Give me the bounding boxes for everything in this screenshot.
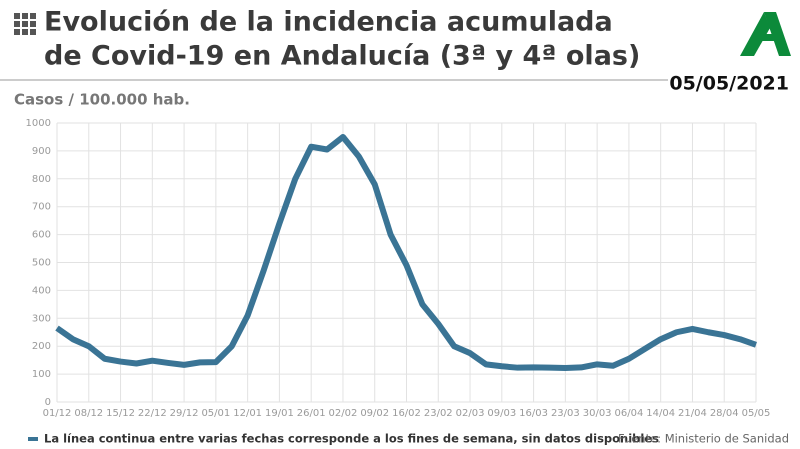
x-tick-label: 22/12 — [138, 408, 167, 419]
date: 05/05/2021 — [669, 73, 789, 95]
note: La línea continua entre varias fechas co… — [44, 432, 659, 446]
x-tick-label: 16/03 — [519, 408, 548, 419]
y-tick-label: 200 — [32, 341, 51, 352]
x-tick-label: 29/12 — [170, 408, 199, 419]
x-tick-label: 02/03 — [456, 408, 485, 419]
y-tick-label: 300 — [32, 313, 51, 324]
x-tick-label: 30/03 — [583, 408, 612, 419]
x-tick-label: 12/01 — [233, 408, 262, 419]
chart-title: Evolución de la incidencia acumulada — [44, 7, 613, 38]
x-tick-label: 28/04 — [710, 408, 739, 419]
x-tick-label: 16/02 — [392, 408, 421, 419]
x-tick-label: 19/01 — [265, 408, 294, 419]
x-tick-label: 09/03 — [487, 408, 516, 419]
y-tick-label: 600 — [32, 230, 51, 241]
y-tick-label: 800 — [32, 174, 51, 185]
y-tick-label: 700 — [32, 202, 51, 213]
x-tick-label: 08/12 — [74, 408, 103, 419]
x-tick-label: 06/04 — [614, 408, 643, 419]
y-tick-label: 0 — [45, 397, 51, 408]
x-tick-label: 14/04 — [646, 408, 675, 419]
x-tick-label: 01/12 — [43, 408, 72, 419]
y-tick-label: 500 — [32, 258, 51, 269]
logo — [740, 12, 791, 56]
chart-title: de Covid-19 en Andalucía (3ª y 4ª olas) — [44, 41, 640, 72]
x-tick-label: 15/12 — [106, 408, 135, 419]
x-tick-label: 23/02 — [424, 408, 453, 419]
x-tick-label: 02/02 — [329, 408, 358, 419]
series-line — [55, 133, 757, 371]
source: Fuente: Ministerio de Sanidad — [618, 432, 789, 446]
x-tick-label: 26/01 — [297, 408, 326, 419]
y-tick-label: 100 — [32, 369, 51, 380]
x-tick-label: 23/03 — [551, 408, 580, 419]
x-tick-label: 05/01 — [201, 408, 230, 419]
y-tick-label: 1000 — [26, 118, 51, 129]
x-tick-label: 21/04 — [678, 408, 707, 419]
y-axis-label: Casos / 100.000 hab. — [14, 91, 190, 109]
x-tick-label: 05/05 — [742, 408, 771, 419]
y-tick-label: 400 — [32, 285, 51, 296]
x-tick-label: 09/02 — [360, 408, 389, 419]
y-tick-label: 900 — [32, 146, 51, 157]
menu-icon — [14, 13, 36, 35]
